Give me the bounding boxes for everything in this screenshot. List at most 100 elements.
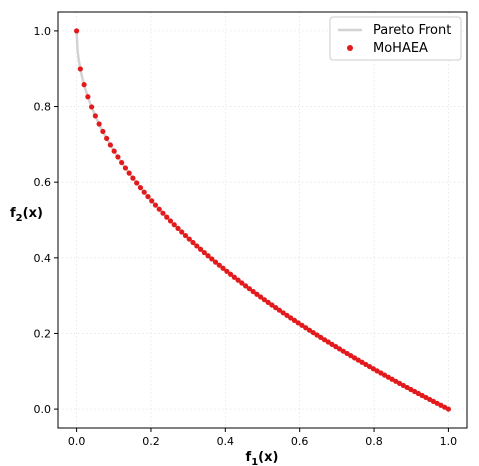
mohaea-point xyxy=(111,148,117,154)
y-tick-label: 1.0 xyxy=(34,25,52,38)
mohaea-point xyxy=(258,294,264,300)
mohaea-point xyxy=(239,280,245,286)
mohaea-point xyxy=(167,218,174,224)
x-axis-label: f1(x) xyxy=(246,450,279,466)
mohaea-point xyxy=(261,297,267,303)
mohaea-point xyxy=(351,355,358,361)
mohaea-point xyxy=(235,277,241,283)
x-axis-label-subscript: 1 xyxy=(251,457,258,466)
mohaea-point xyxy=(152,202,159,208)
mohaea-point xyxy=(89,104,95,110)
mohaea-point xyxy=(156,206,162,212)
mohaea-point xyxy=(149,198,155,204)
mohaea-point xyxy=(212,259,219,265)
mohaea-point xyxy=(73,28,80,34)
plot-area xyxy=(58,12,467,428)
mohaea-point xyxy=(130,175,136,181)
mohaea-point xyxy=(355,357,361,363)
mohaea-point xyxy=(288,315,294,321)
mohaea-point xyxy=(77,66,83,72)
mohaea-point xyxy=(182,232,189,239)
mohaea-point xyxy=(295,320,301,326)
mohaea-point xyxy=(325,339,331,345)
mohaea-point xyxy=(344,350,350,357)
mohaea-point xyxy=(306,327,313,333)
mohaea-point xyxy=(333,344,339,350)
mohaea-point xyxy=(122,165,129,171)
mohaea-point xyxy=(164,214,170,220)
mohaea-point xyxy=(85,94,91,100)
mohaea-point xyxy=(115,154,121,160)
mohaea-point xyxy=(119,159,125,166)
mohaea-point xyxy=(220,265,226,271)
mohaea-point xyxy=(126,170,132,176)
mohaea-point xyxy=(280,310,286,316)
mohaea-point xyxy=(284,312,290,318)
x-tick-label: 0.4 xyxy=(217,435,235,448)
mohaea-point xyxy=(336,346,343,352)
x-tick-label: 0.6 xyxy=(291,435,309,448)
mohaea-point xyxy=(81,82,87,88)
mohaea-point xyxy=(246,286,252,292)
mohaea-point xyxy=(321,337,328,343)
y-tick-label: 0.4 xyxy=(34,252,52,265)
mohaea-point xyxy=(310,329,316,336)
mohaea-point xyxy=(92,113,98,119)
mohaea-point xyxy=(145,193,151,200)
mohaea-point xyxy=(254,291,260,297)
mohaea-point xyxy=(269,302,275,308)
mohaea-point xyxy=(201,249,207,256)
y-tick-label: 0.2 xyxy=(34,327,52,340)
mohaea-point xyxy=(276,307,282,313)
legend-pareto-label: Pareto Front xyxy=(373,23,451,38)
mohaea-point xyxy=(134,180,140,186)
mohaea-point xyxy=(303,325,309,331)
x-tick-label: 0.0 xyxy=(68,435,86,448)
plot-frame xyxy=(57,11,468,429)
mohaea-point xyxy=(137,185,144,191)
mohaea-point xyxy=(299,322,305,328)
mohaea-point xyxy=(141,189,147,195)
legend-box xyxy=(329,16,462,61)
mohaea-point xyxy=(100,128,106,135)
y-tick-label: 0.8 xyxy=(34,101,52,114)
y-axis-ticks: 0.0 0.2 0.4 0.6 0.8 1.0 xyxy=(34,25,58,416)
mohaea-point xyxy=(205,253,211,259)
mohaea-point xyxy=(96,121,102,127)
mohaea-point xyxy=(363,361,369,368)
mohaea-point xyxy=(291,317,298,323)
legend: Pareto Front MoHAEA xyxy=(329,16,462,61)
x-tick-label: 0.8 xyxy=(365,435,383,448)
mohaea-point xyxy=(171,222,177,228)
mohaea-point xyxy=(340,348,346,354)
y-tick-label: 0.6 xyxy=(34,176,52,189)
mohaea-point xyxy=(243,283,249,289)
x-tick-label: 0.2 xyxy=(142,435,160,448)
mohaea-point xyxy=(265,299,271,305)
y-axis-label: f2(x) xyxy=(10,206,43,224)
mohaea-point xyxy=(445,406,452,412)
mohaea-point xyxy=(227,271,234,277)
mohaea-point xyxy=(273,305,279,311)
mohaea-point xyxy=(107,142,113,148)
x-axis-ticks: 0.0 0.2 0.4 0.6 0.8 1.0 xyxy=(68,428,457,448)
mohaea-point xyxy=(194,243,200,249)
y-tick-label: 0.0 xyxy=(34,403,52,416)
mohaea-point xyxy=(231,274,237,280)
mohaea-point xyxy=(314,332,320,338)
mohaea-point xyxy=(160,210,166,216)
legend-mohaea-swatch xyxy=(347,45,353,51)
mohaea-point xyxy=(104,135,110,142)
mohaea-point xyxy=(250,288,256,295)
mohaea-point xyxy=(190,239,196,246)
y-axis-label-subscript: 2 xyxy=(16,213,23,224)
mohaea-point xyxy=(329,341,335,347)
mohaea-point xyxy=(216,262,222,268)
mohaea-point xyxy=(197,246,204,252)
mohaea-point xyxy=(318,334,324,340)
mohaea-point xyxy=(179,229,185,235)
mohaea-point xyxy=(175,225,181,232)
mohaea-point xyxy=(348,353,354,359)
mohaea-point xyxy=(224,268,230,274)
